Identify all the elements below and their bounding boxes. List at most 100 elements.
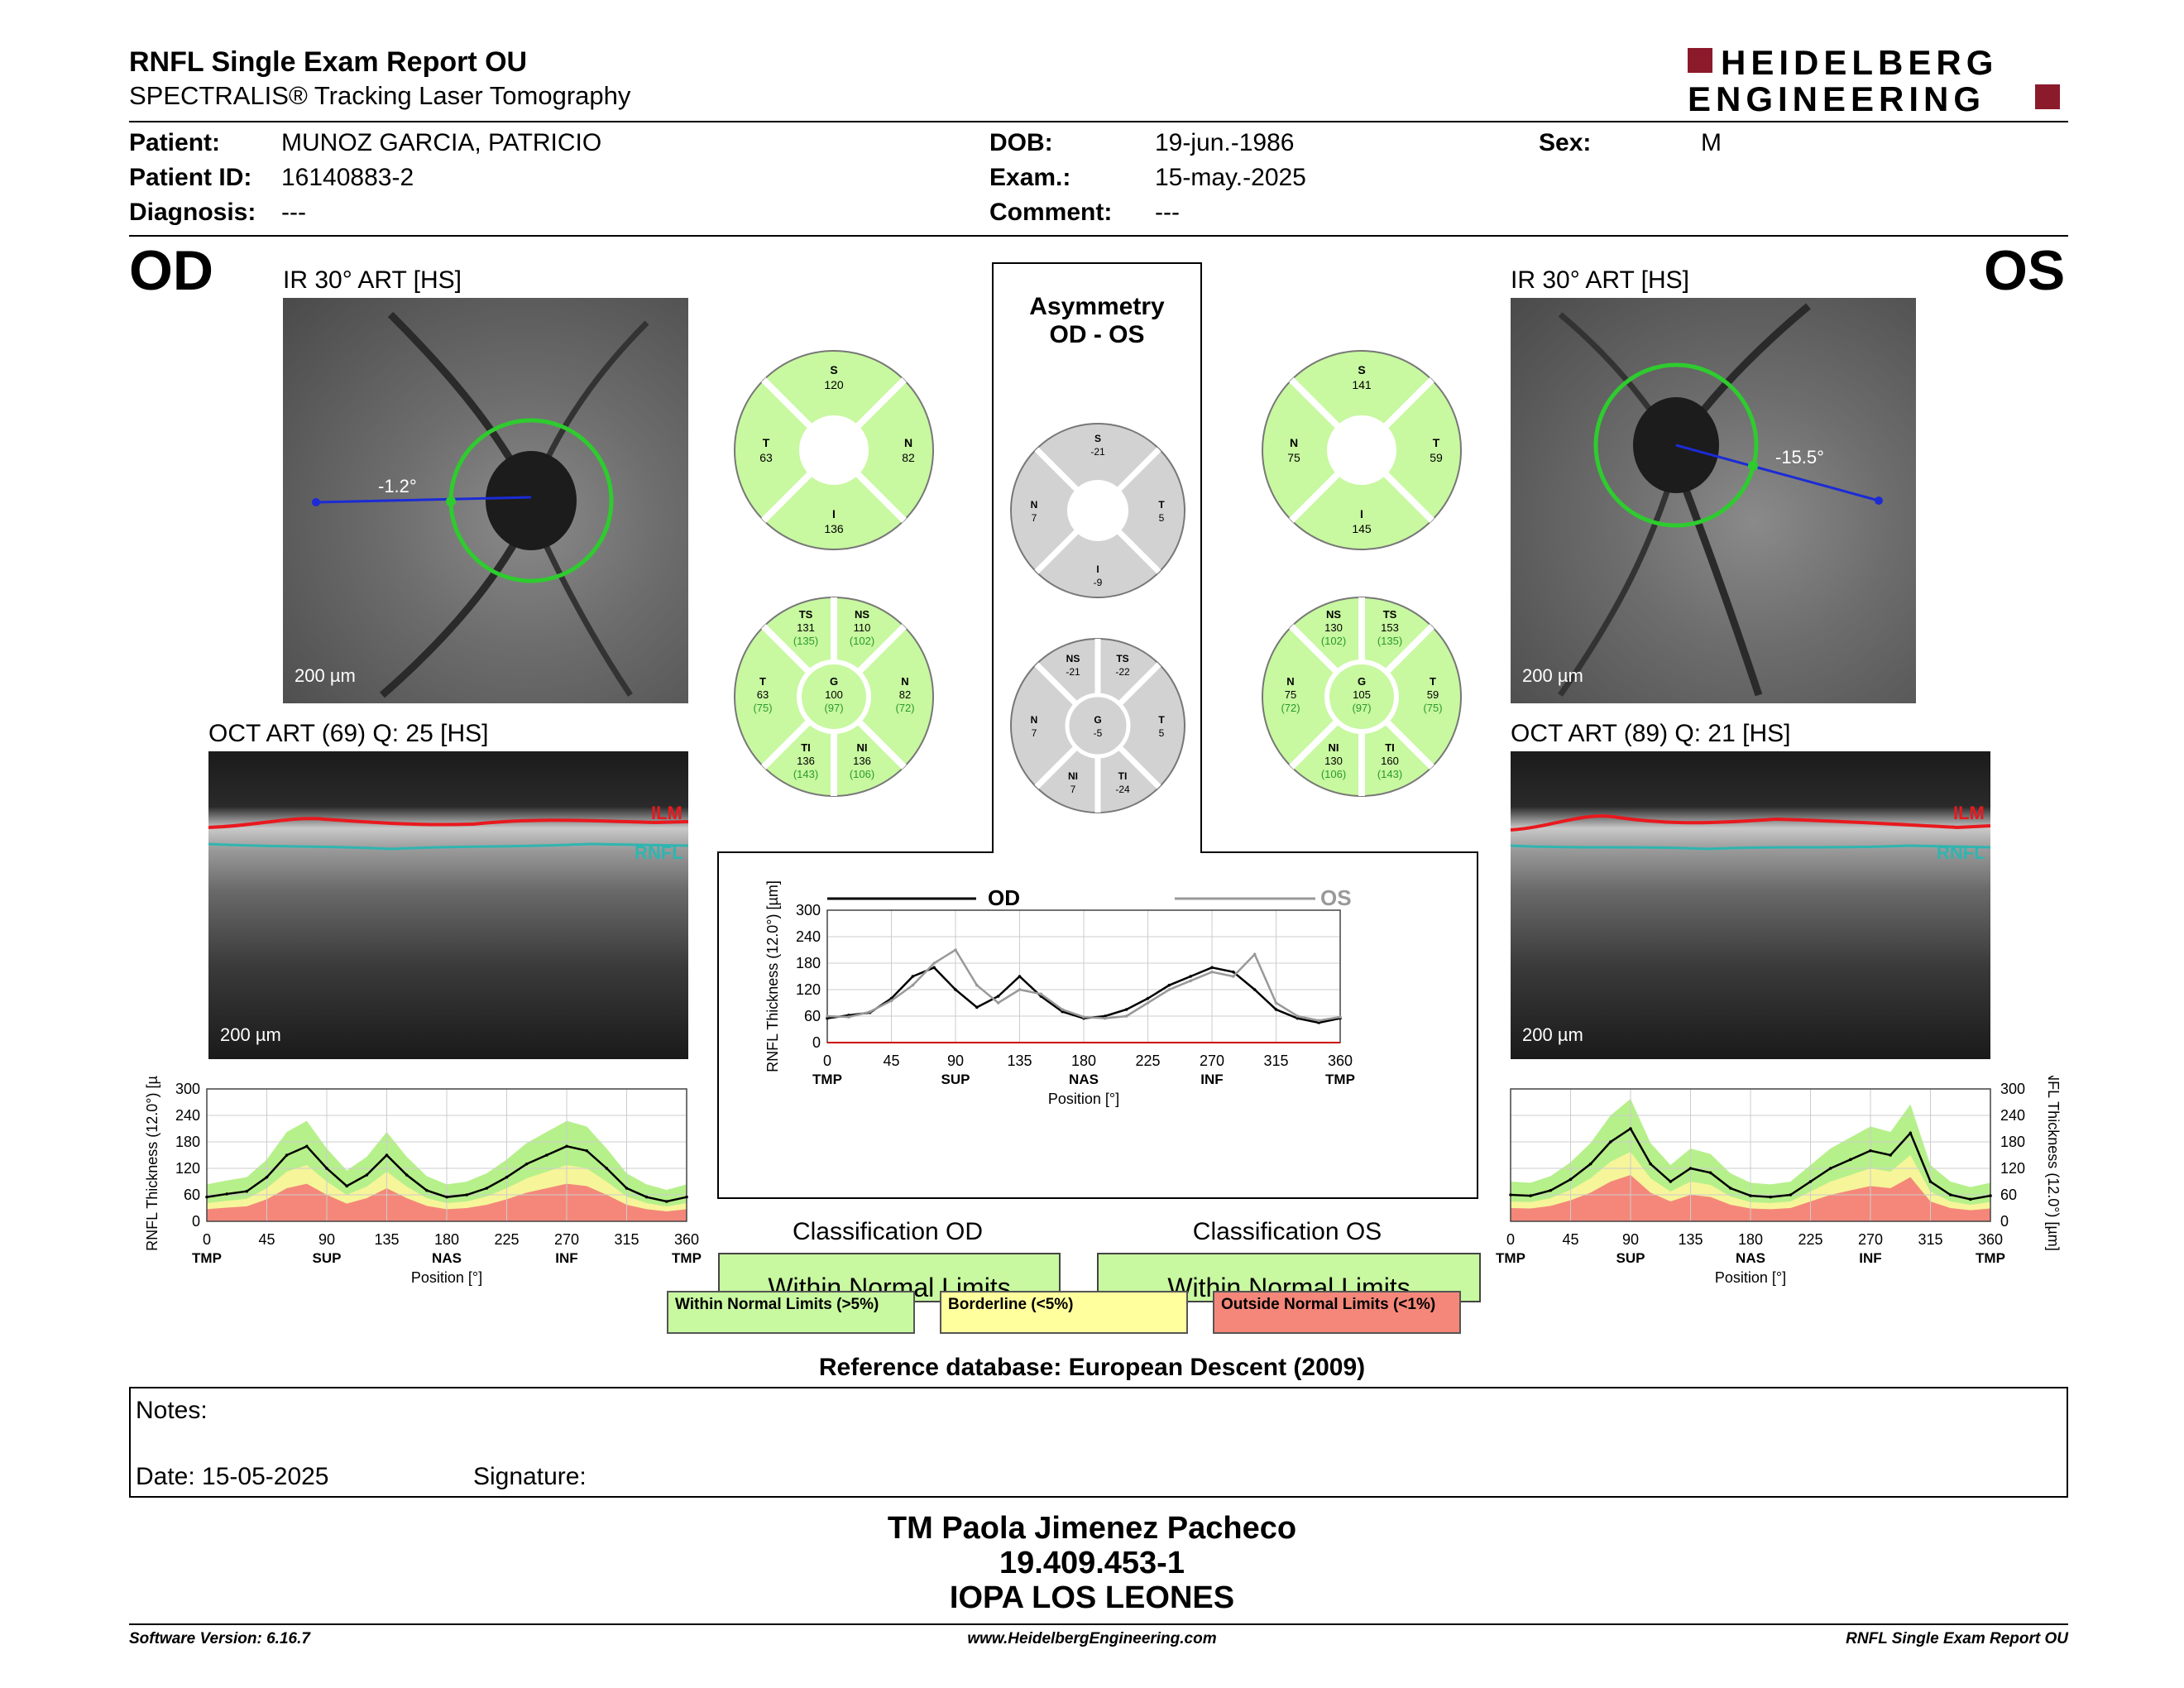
os-sect-n-ref: (72): [1281, 702, 1300, 714]
x-axis-title: Position [°]: [1715, 1269, 1786, 1286]
reference-database: Reference database: European Descent (20…: [818, 1354, 1366, 1381]
data-point: [1082, 1015, 1085, 1019]
exam-value: 15-may.-2025: [1155, 164, 1306, 191]
os-sect-ts-value: 153: [1381, 621, 1399, 634]
data-point: [265, 1175, 269, 1179]
data-point: [1969, 1197, 1972, 1201]
od-sector-disc: TS 131 (135) NS 110 (102) T 63 (75) G 10…: [734, 597, 934, 797]
report-title: RNFL Single Exam Report OU: [129, 46, 528, 78]
x-tick-label: 360: [674, 1231, 699, 1248]
od-sect-ti-value: 136: [797, 755, 815, 767]
x-tick-label: 90: [318, 1231, 335, 1248]
classification-os-title: Classification OS: [1192, 1218, 1382, 1245]
x-tick-label: 270: [554, 1231, 579, 1248]
signer-org: IOPA LOS LEONES: [949, 1580, 1235, 1615]
data-point: [1039, 992, 1043, 996]
os-sect-ni-value: 130: [1324, 755, 1343, 767]
region-label: TMP: [672, 1250, 702, 1266]
data-point: [1167, 988, 1171, 991]
os-quad-n-label: N: [1290, 436, 1298, 449]
asym-sect-ni-value: 7: [1070, 784, 1076, 795]
asym-quad-t-label: T: [1158, 499, 1165, 511]
x-tick-label: 90: [947, 1053, 964, 1069]
y-tick-label: 60: [804, 1008, 821, 1024]
os-sect-ns-ref: (102): [1321, 635, 1346, 647]
data-point: [1232, 975, 1235, 978]
data-point: [625, 1187, 629, 1190]
os-quad-n-value: 75: [1287, 451, 1300, 464]
data-point: [305, 1144, 309, 1149]
data-point: [1189, 975, 1192, 978]
data-point: [1549, 1188, 1553, 1192]
x-tick-label: 315: [1263, 1053, 1288, 1069]
asym-quadrant-disc: S -21 N 7 T 5 I -9: [1010, 423, 1185, 598]
x-tick-label: 360: [1328, 1053, 1353, 1069]
data-point: [445, 1195, 448, 1199]
data-point: [1296, 1014, 1300, 1018]
data-point: [1018, 988, 1022, 991]
region-label: TMP: [812, 1072, 842, 1087]
data-point: [975, 1005, 979, 1009]
y-tick-label: 180: [2000, 1134, 2025, 1150]
x-tick-label: 90: [1622, 1231, 1639, 1248]
data-point: [1849, 1158, 1852, 1162]
asym-sect-ti-value: -24: [1115, 784, 1130, 795]
os-sector-disc: NS 130 (102) TS 153 (135) N 75 (72) G 10…: [1262, 597, 1462, 797]
data-point: [1948, 1193, 1952, 1196]
data-point: [911, 975, 915, 978]
od-sect-ts-label: TS: [799, 608, 813, 621]
data-point: [245, 1189, 249, 1193]
data-point: [1146, 996, 1150, 1000]
center-frame: [717, 262, 1478, 1199]
od-fundus-image: -1.2° 200 µm: [283, 298, 688, 703]
y-tick-label: 240: [175, 1107, 200, 1124]
data-point: [826, 1016, 829, 1020]
region-label: TMP: [1976, 1250, 2005, 1266]
data-point: [1061, 1009, 1064, 1014]
legend-borderline: Borderline (<5%): [940, 1291, 1188, 1334]
region-label: TMP: [1496, 1250, 1525, 1266]
region-label: SUP: [1616, 1250, 1645, 1266]
y-tick-label: 300: [2000, 1081, 2025, 1097]
x-tick-label: 0: [1506, 1231, 1515, 1248]
od-sect-ti-ref: (143): [793, 768, 818, 780]
data-point: [911, 983, 915, 987]
x-tick-label: 225: [494, 1231, 519, 1248]
asym-quad-i-value: -9: [1094, 577, 1103, 588]
od-sect-ns-label: NS: [855, 608, 869, 621]
y-axis-title: RNFL Thickness (12.0°) [µm]: [2045, 1076, 2062, 1251]
y-tick-label: 120: [175, 1160, 200, 1177]
data-point: [889, 999, 893, 1003]
diagnosis-label: Diagnosis:: [129, 199, 256, 226]
region-label: TMP: [1325, 1072, 1355, 1087]
data-point: [1688, 1167, 1693, 1170]
os-quad-t-label: T: [1433, 436, 1440, 449]
od-sect-g-label: G: [830, 675, 838, 688]
x-tick-label: 45: [258, 1231, 275, 1248]
y-tick-label: 240: [2000, 1107, 2025, 1124]
data-point: [954, 948, 957, 952]
asym-quad-n-label: N: [1031, 499, 1038, 511]
os-sect-t-value: 59: [1427, 688, 1439, 701]
exam-label: Exam.:: [989, 164, 1071, 191]
od-sect-n-value: 82: [899, 688, 911, 701]
x-tick-label: 360: [1978, 1231, 2003, 1248]
y-tick-label: 0: [2000, 1213, 2009, 1230]
data-point: [485, 1187, 489, 1190]
x-tick-label: 135: [1007, 1053, 1032, 1069]
od-thickness-chart: 0 60 120 180 240 300 0 45 90 135 180 225 270 315 360 TM…: [144, 1076, 702, 1286]
od-sect-n-ref: (72): [895, 702, 914, 714]
od-quad-n-label: N: [904, 436, 912, 449]
os-sect-t-ref: (75): [1423, 702, 1442, 714]
data-point: [1609, 1140, 1612, 1144]
asym-sect-t-value: 5: [1159, 727, 1165, 739]
data-point: [385, 1153, 389, 1157]
data-point: [975, 983, 979, 987]
od-ilm-label: ILM: [651, 803, 682, 823]
data-point: [1018, 975, 1022, 978]
signature-label: Signature:: [473, 1463, 587, 1490]
os-sect-ts-ref: (135): [1377, 635, 1402, 647]
signer-block: TM Paola Jimenez Pacheco 19.409.453-1 IO…: [0, 1511, 2184, 1615]
x-tick-label: 225: [1135, 1053, 1160, 1069]
data-point: [826, 1014, 829, 1018]
